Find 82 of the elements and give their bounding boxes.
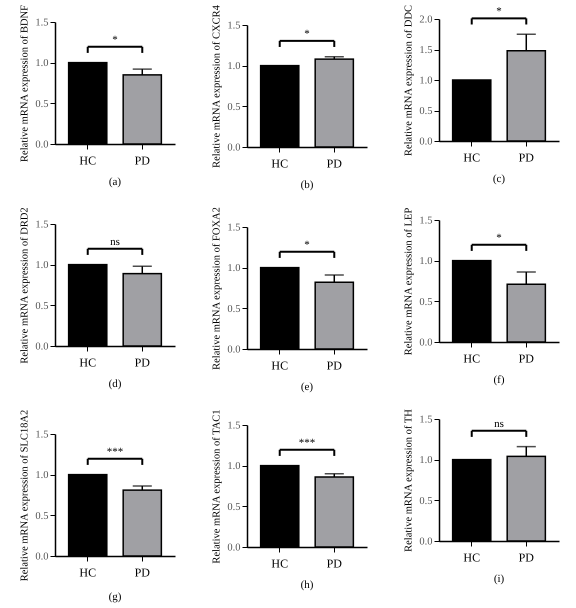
y-tick-label: 0.0 — [34, 552, 48, 562]
y-tick-label: 0.5 — [226, 102, 240, 113]
y-axis-title: Relative mRNA expression of DRD2 — [18, 207, 30, 364]
x-tick-label: HC — [462, 150, 480, 164]
y-axis-title: Relative mRNA expression of BDNF — [18, 4, 30, 162]
y-tick-label: 1.0 — [418, 256, 432, 268]
y-tick-label: 0.0 — [226, 542, 240, 554]
x-tick-label: PD — [134, 154, 150, 168]
annotation: *** — [298, 436, 315, 449]
x-tick-label: PD — [326, 556, 342, 570]
text: (g) — [108, 591, 122, 604]
y-tick-label: 1.0 — [226, 61, 240, 72]
x-tick-label: HC — [462, 352, 480, 366]
text: (d) — [108, 378, 122, 390]
y-axis-title: Relative mRNA expression of FOXA2 — [210, 207, 222, 370]
text: (i) — [493, 573, 504, 585]
y-tick-label: 1.0 — [34, 470, 48, 482]
x-tick-label: PD — [326, 358, 342, 372]
x-tick-label: PD — [326, 156, 342, 170]
x-tick-label: HC — [270, 156, 288, 170]
text: (b) — [300, 179, 314, 191]
x-tick-label: HC — [462, 550, 480, 564]
annotation: * — [304, 28, 310, 40]
text: (f) — [493, 374, 504, 386]
annotation: ns — [110, 236, 120, 248]
y-tick-label: 0.0 — [226, 344, 240, 356]
x-tick-label: PD — [134, 356, 150, 370]
y-tick-label: 0.5 — [418, 106, 432, 117]
y-tick-label: 0.0 — [226, 142, 240, 154]
text: (c) — [492, 173, 505, 185]
y-tick-label: 0.5 — [226, 502, 240, 513]
annotation: * — [112, 34, 118, 46]
y-tick-label: 0.5 — [226, 304, 240, 315]
x-tick-label: PD — [134, 566, 150, 580]
text: (e) — [300, 381, 313, 393]
y-tick-label: 1.5 — [226, 20, 240, 32]
y-axis-title: Relative mRNA expression of CXCR4 — [210, 4, 222, 168]
y-tick-label: 1.5 — [226, 420, 240, 432]
x-tick-label: HC — [270, 358, 288, 372]
annotation: *** — [106, 446, 123, 458]
y-tick-label: 0.0 — [418, 536, 432, 548]
y-tick-label: 1.0 — [418, 455, 432, 466]
y-tick-label: 0.0 — [34, 342, 48, 352]
y-axis-title: Relative mRNA expression of LEP — [402, 208, 414, 356]
y-tick-label: 1.0 — [418, 76, 432, 86]
y-tick-label: 2.0 — [418, 14, 432, 26]
y-tick-label: 1.5 — [34, 430, 48, 440]
x-tick-label: PD — [518, 550, 534, 564]
y-tick-label: 0.5 — [34, 98, 48, 110]
y-tick-label: 1.0 — [226, 461, 240, 472]
y-tick-label: 0.0 — [34, 140, 48, 150]
text: (a) — [108, 176, 121, 188]
y-tick-label: 1.5 — [418, 45, 432, 56]
y-axis-title: Relative mRNA expression of DDC — [402, 4, 414, 156]
text: * — [496, 5, 502, 18]
y-axis-title: Relative mRNA expression of TH — [402, 408, 414, 552]
y-axis-title: Relative mRNA expression of TAC1 — [210, 409, 222, 564]
y-tick-label: 0.0 — [418, 338, 432, 348]
y-tick-label: 1.0 — [34, 58, 48, 70]
x-tick-label: PD — [518, 352, 534, 366]
y-tick-label: 0.5 — [418, 296, 432, 308]
y-tick-label: 1.5 — [226, 222, 240, 234]
x-tick-label: PD — [518, 150, 534, 164]
x-tick-label: HC — [78, 356, 96, 370]
y-tick-label: 0.5 — [418, 496, 432, 507]
y-tick-label: 0.5 — [34, 300, 48, 312]
y-tick-label: 1.5 — [34, 220, 48, 230]
text: (h) — [300, 579, 314, 591]
annotation: ns — [494, 418, 504, 430]
y-tick-label: 0.0 — [418, 136, 432, 148]
y-axis-title: Relative mRNA expression of SLC18A2 — [18, 410, 30, 582]
annotation: * — [304, 238, 310, 251]
x-tick-label: HC — [78, 566, 96, 580]
x-tick-label: HC — [270, 556, 288, 570]
x-tick-label: HC — [78, 154, 96, 168]
y-tick-label: 1.0 — [34, 260, 48, 272]
y-tick-label: 1.5 — [34, 18, 48, 28]
y-tick-label: 1.5 — [418, 414, 432, 426]
annotation: * — [496, 232, 502, 244]
y-tick-label: 1.0 — [226, 263, 240, 274]
y-tick-label: 0.5 — [34, 510, 48, 522]
y-tick-label: 1.5 — [418, 216, 432, 226]
